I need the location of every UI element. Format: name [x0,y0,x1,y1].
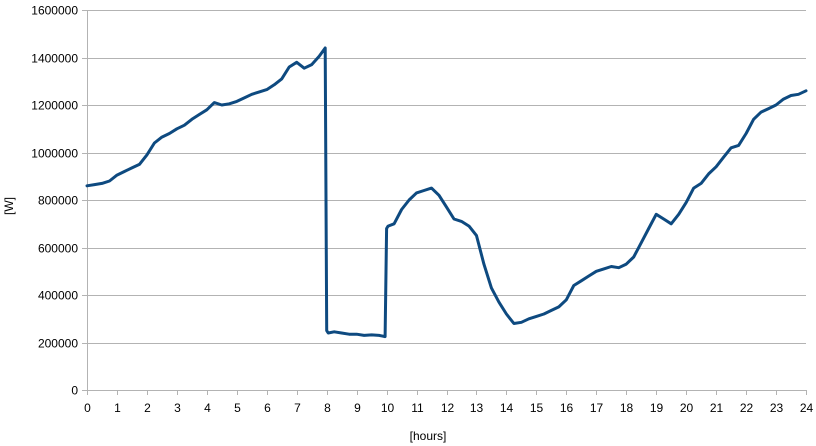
y-tick-label: 200000 [38,337,78,351]
x-tick-label: 6 [264,401,271,415]
x-tick-label: 8 [324,401,331,415]
series-group [85,46,808,339]
y-tick-label: 1000000 [31,147,78,161]
y-tick-label: 600000 [38,242,78,256]
x-tick-label: 16 [560,401,574,415]
x-tick-label: 7 [294,401,301,415]
y-tick-label: 800000 [38,194,78,208]
x-tick-label: 5 [234,401,241,415]
x-tick-label: 2 [144,401,151,415]
x-tick-label: 9 [354,401,361,415]
x-tick-label: 19 [650,401,664,415]
x-axis-ticks: 0 1 2 3 4 5 6 7 8 9 10 11 12 13 14 15 16 17 18 19 20 21 22 23 24 [84,390,813,415]
x-tick-label: 14 [500,401,514,415]
y-axis-title: [W] [2,197,16,215]
x-tick-label: 4 [204,401,211,415]
x-tick-label: 23 [770,401,784,415]
x-tick-label: 20 [680,401,694,415]
x-tick-label: 21 [710,401,724,415]
x-tick-label: 22 [740,401,754,415]
x-tick-label: 0 [84,401,91,415]
x-tick-label: 10 [381,401,395,415]
x-tick-label: 15 [530,401,544,415]
gridlines [87,10,806,391]
x-tick-label: 13 [470,401,484,415]
x-tick-label: 17 [590,401,604,415]
y-tick-label: 0 [71,384,78,398]
y-tick-label: 1200000 [31,99,78,113]
x-tick-label: 18 [620,401,634,415]
y-axis-ticks: 0 200000 400000 600000 800000 1000000 1200000 1… [31,4,87,398]
y-tick-label: 1600000 [31,4,78,18]
y-tick-label: 1400000 [31,52,78,66]
series-line [85,46,808,339]
x-tick-label: 24 [800,401,814,415]
x-tick-label: 3 [174,401,181,415]
y-tick-label: 400000 [38,289,78,303]
x-tick-label: 12 [441,401,455,415]
x-tick-label: 1 [114,401,121,415]
x-tick-label: 11 [411,401,424,415]
x-axis-title: [hours] [410,429,447,443]
